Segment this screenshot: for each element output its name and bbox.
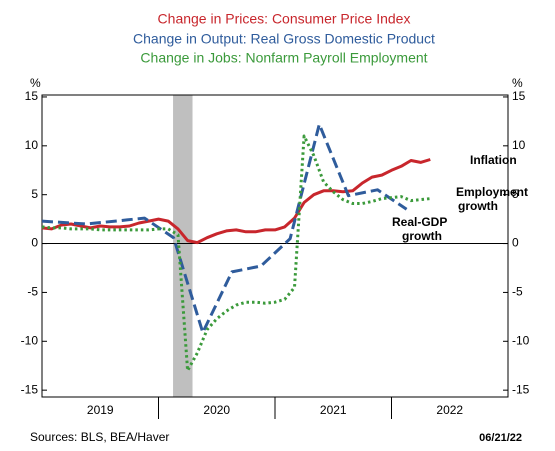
annotation: Employment [456,185,528,199]
y-tick-label: 5 [31,187,38,201]
recession-shade [173,95,193,397]
y2-tick-label: -5 [512,285,523,299]
x-tick-label: 2020 [203,403,230,417]
x-tick-label: 2019 [87,403,114,417]
y-axis-label: % [30,76,41,90]
y-tick-label: -15 [21,382,39,396]
y-tick-label: 15 [25,89,39,103]
chart-title: Change in Jobs: Nonfarm Payroll Employme… [140,50,427,66]
y2-tick-label: 15 [512,89,526,103]
date: 06/21/22 [479,432,522,444]
series-line [41,134,431,373]
y-tick-label: 0 [31,236,38,250]
y2-tick-label: -15 [512,382,530,396]
y2-tick-label: 5 [512,187,519,201]
y2-tick-label: -10 [512,333,530,347]
x-tick-label: 2021 [320,403,347,417]
annotation: growth [402,229,442,243]
chart-title: Change in Output: Real Gross Domestic Pr… [133,31,435,47]
y2-axis-label: % [512,76,523,90]
annotation: growth [458,199,498,213]
source: Sources: BLS, BEA/Haver [30,430,169,444]
y2-tick-label: 0 [512,236,519,250]
y-tick-label: 10 [25,138,39,152]
annotation: Inflation [470,153,517,167]
series-line [41,158,431,245]
y-tick-label: -10 [21,333,39,347]
y-tick-label: -5 [27,285,38,299]
chart-title: Change in Prices: Consumer Price Index [158,11,411,27]
annotation: Real-GDP [392,215,447,229]
y2-tick-label: 10 [512,138,526,152]
series-line [41,122,408,334]
plot-frame [41,94,509,398]
x-tick-label: 2022 [436,403,463,417]
